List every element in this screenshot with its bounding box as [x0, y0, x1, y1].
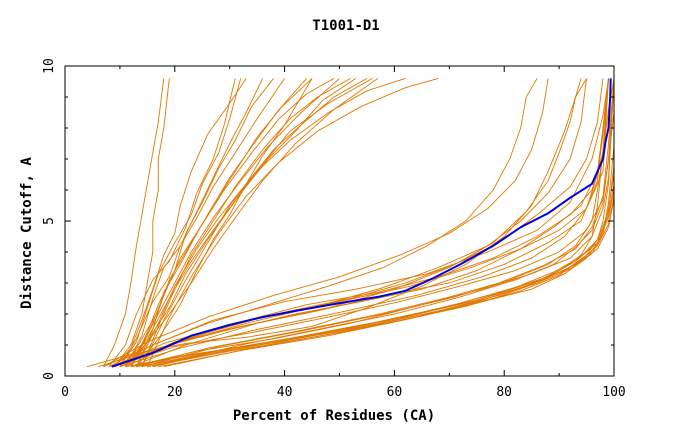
model-curve-9 [130, 78, 335, 367]
x-tick-label: 100 [602, 385, 625, 400]
x-axis-label: Percent of Residues (CA) [233, 408, 435, 424]
model-curve-18 [102, 78, 165, 367]
model-curve-6 [119, 78, 285, 367]
model-curve-38 [158, 189, 615, 368]
x-tick-label: 40 [277, 385, 293, 400]
model-curve-28 [114, 78, 615, 368]
model-curve-45 [108, 78, 538, 368]
x-tick-label: 20 [167, 385, 183, 400]
model-curve-15 [141, 77, 406, 367]
x-tick-label: 0 [61, 385, 69, 400]
model-curve-42 [152, 112, 615, 368]
y-tick-label: 0 [42, 372, 57, 380]
model-curve-34 [125, 78, 615, 368]
model-curve-4 [108, 78, 236, 367]
y-tick-label: 10 [42, 58, 57, 74]
model-curve-11 [119, 78, 340, 368]
model-curve-43 [130, 78, 587, 368]
model-curve-27 [125, 78, 609, 368]
model-curve-17 [114, 78, 170, 367]
model-curve-1 [114, 78, 247, 367]
model-curve-24 [108, 78, 609, 368]
model-curve-5 [130, 78, 274, 367]
x-ticks: 0 20 40 60 80 100 [61, 66, 626, 400]
model-curve-46 [103, 78, 549, 368]
x-tick-label: 60 [387, 385, 403, 400]
model-curve-2 [119, 78, 242, 367]
model-curve-10 [141, 78, 351, 367]
model-curve-20 [125, 78, 379, 367]
y-axis-label: Distance Cutoff, A [19, 157, 35, 309]
model-curve-35 [136, 78, 615, 368]
y-tick-label: 5 [42, 217, 57, 225]
model-curve-26 [103, 78, 609, 368]
model-curve-16 [146, 77, 439, 367]
x-tick-label: 80 [496, 385, 512, 400]
model-curve-44 [119, 78, 587, 368]
highlight-curve [111, 78, 612, 368]
chart-title: T1001-D1 [312, 18, 379, 34]
model-curves [86, 77, 615, 368]
model-curve-40 [147, 196, 615, 368]
highlight-curve-group [111, 78, 612, 368]
y-ticks: 0 5 10 [42, 58, 614, 380]
model-curve-19 [136, 78, 313, 367]
